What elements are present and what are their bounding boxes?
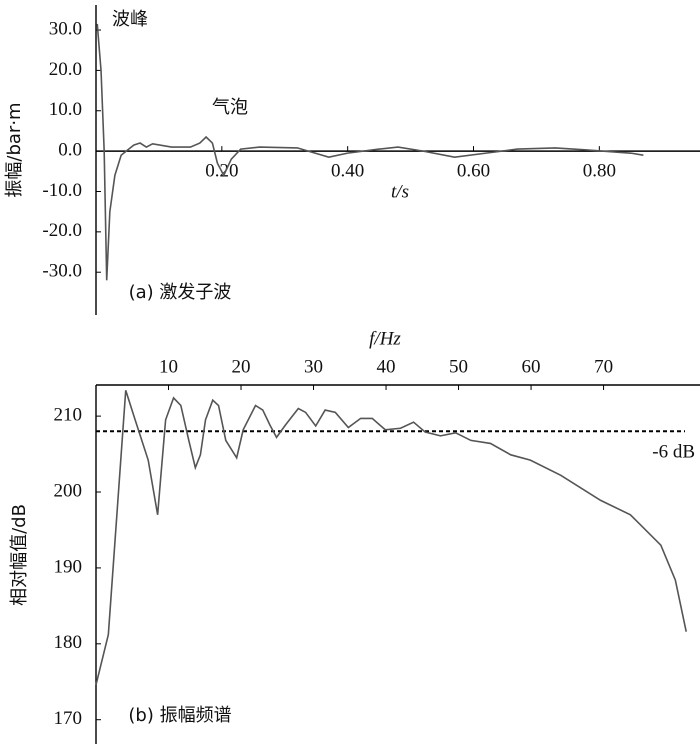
y-tick-label: 210 [54,404,83,425]
x-tick-label: 60 [522,356,541,377]
annotation: 气泡 [212,97,248,118]
data-line [96,23,644,281]
y-axis-label: 相对幅值/dB [9,504,30,606]
annotation: 波峰 [112,9,148,30]
x-tick-label: 0.80 [583,160,616,181]
y-tick-label: 0.0 [58,139,82,160]
x-tick-label: 20 [232,356,251,377]
x-axis-label: t/s [391,181,409,202]
x-tick-label: 0.40 [331,160,364,181]
y-tick-label: 170 [54,708,83,729]
y-tick-label: -30.0 [42,261,82,282]
y-tick-label: 200 [54,480,83,501]
y-tick-label: 30.0 [49,18,82,39]
panel-title: (a) 激发子波 [129,282,232,303]
x-tick-label: 50 [449,356,468,377]
x-tick-label: 30 [304,356,323,377]
y-tick-label: -20.0 [42,220,82,241]
data-line [95,390,688,685]
panel-title: (b) 振幅频谱 [128,705,231,726]
reference-label: -6 dB [652,441,695,462]
y-tick-label: 10.0 [49,99,82,120]
x-tick-label: 40 [377,356,396,377]
x-axis-label: f/Hz [369,328,401,349]
y-tick-label: -10.0 [42,180,82,201]
x-tick-label: 70 [594,356,613,377]
y-tick-label: 190 [54,556,83,577]
x-tick-label: 10 [159,356,178,377]
y-axis-label: 振幅/bar·m [4,102,25,197]
y-tick-label: 20.0 [49,59,82,80]
x-tick-label: 0.60 [457,160,490,181]
y-tick-label: 180 [54,632,83,653]
